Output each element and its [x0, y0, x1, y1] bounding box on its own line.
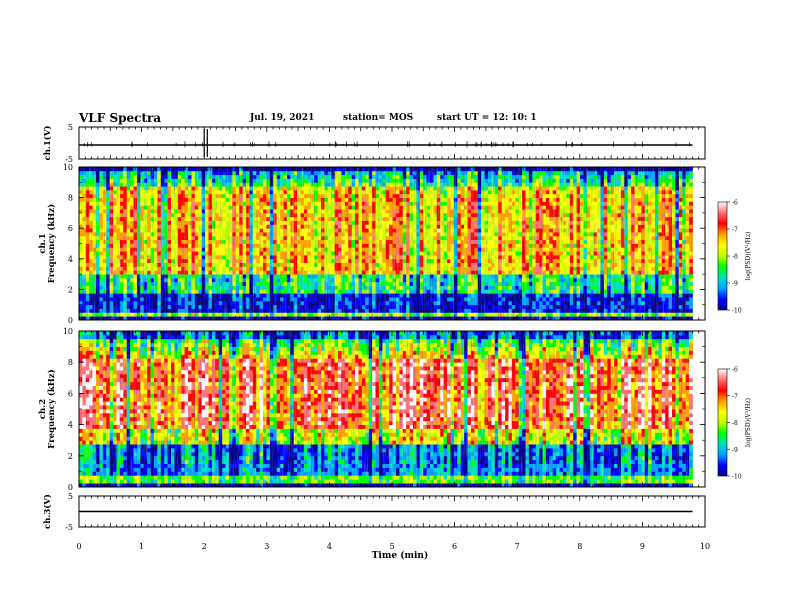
y-tick-label: -5 [65, 155, 73, 164]
panel-frame [78, 126, 706, 160]
chart-title: VLF Spectra [79, 111, 162, 125]
ch1-waveform-panel: 5 -5 ch.1(V) [42, 123, 706, 164]
y-tick-label: 5 [68, 123, 73, 132]
station-label: station= MOS [343, 113, 414, 123]
date-label: Jul. 19, 2021 [250, 113, 315, 123]
start-time-label: start UT = 12: 10: 1 [437, 113, 537, 123]
y-axis-label: ch.1(V) [42, 126, 53, 161]
